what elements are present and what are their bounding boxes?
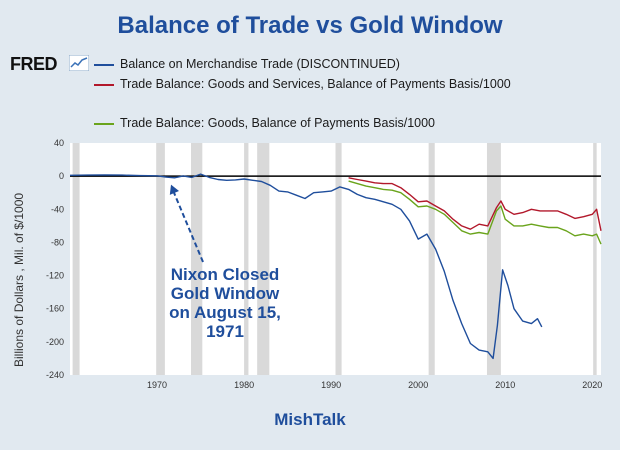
recession-band-4	[257, 143, 270, 375]
nixon-annotation: Nixon Closed Gold Window on August 15, 1…	[150, 265, 300, 341]
annotation-line-1: Nixon Closed	[170, 265, 280, 284]
series-line-2	[348, 180, 602, 245]
y-axis-label: Billions of Dollars , Mil. of $/1000	[12, 192, 26, 367]
legend-swatch-goods	[94, 123, 114, 125]
legend-label-merchandise: Balance on Merchandise Trade (DISCONTINU…	[120, 57, 400, 71]
x-tick-label-5: 2020	[582, 380, 602, 390]
x-tick-label-2: 1990	[321, 380, 341, 390]
y-tick-label-5: -160	[46, 304, 64, 314]
recession-band-3	[244, 143, 249, 375]
fred-chart-icon	[69, 55, 89, 71]
y-tick-label-3: -80	[51, 237, 64, 247]
series-line-1	[348, 177, 602, 231]
y-tick-label-4: -120	[46, 271, 64, 281]
x-tick-label-3: 2000	[408, 380, 428, 390]
y-tick-label-2: -40	[51, 204, 64, 214]
annotation-line-3: on August 15,	[169, 303, 281, 322]
y-tick-label-1: 0	[59, 171, 64, 181]
y-tick-label-7: -240	[46, 370, 64, 380]
recession-band-8	[593, 143, 597, 375]
recession-band-7	[486, 143, 501, 375]
recession-band-0	[72, 143, 80, 375]
y-tick-label-6: -200	[46, 337, 64, 347]
recession-band-1	[156, 143, 165, 375]
series-line-0	[69, 173, 543, 360]
x-tick-label-1: 1980	[234, 380, 254, 390]
annotation-arrowhead	[169, 184, 179, 195]
annotation-line-4: 1971	[206, 322, 244, 341]
recession-band-6	[428, 143, 435, 375]
legend-swatch-goods-services	[94, 84, 114, 86]
recession-band-5	[335, 143, 342, 375]
y-tick-label-0: 40	[54, 138, 64, 148]
recession-band-2	[190, 143, 203, 375]
annotation-arrow	[173, 192, 204, 263]
footer-credit: MishTalk	[274, 410, 346, 429]
legend-label-goods-services: Trade Balance: Goods and Services, Balan…	[120, 77, 511, 91]
legend-swatch-merchandise	[94, 64, 114, 66]
fred-logo: FRED	[10, 54, 58, 74]
legend-label-goods: Trade Balance: Goods, Balance of Payment…	[120, 116, 435, 130]
annotation-line-2: Gold Window	[170, 284, 280, 303]
x-tick-label-0: 1970	[147, 380, 167, 390]
chart-title: Balance of Trade vs Gold Window	[117, 12, 503, 39]
x-tick-label-4: 2010	[495, 380, 515, 390]
